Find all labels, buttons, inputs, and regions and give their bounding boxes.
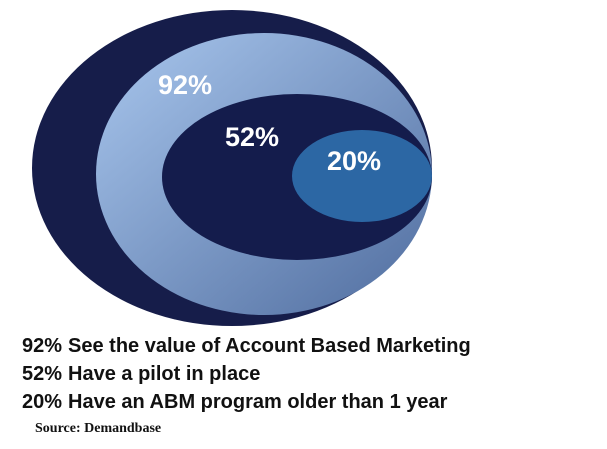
- legend-value: 20%: [22, 391, 62, 413]
- value-label: 52%: [225, 122, 279, 152]
- legend-text: Have an ABM program older than 1 year: [68, 391, 448, 413]
- legend-line: 52% Have a pilot in place: [22, 363, 260, 385]
- value-label: 92%: [158, 70, 212, 100]
- source: Source: Demandbase: [35, 421, 161, 436]
- legend-line: 20% Have an ABM program older than 1 year: [22, 391, 448, 413]
- ellipse: [292, 130, 432, 222]
- legend-line: 92% See the value of Account Based Market…: [22, 335, 471, 357]
- legend-text: Have a pilot in place: [68, 363, 260, 385]
- legend-value: 92%: [22, 335, 62, 357]
- legend-text: See the value of Account Based Marketing: [68, 335, 471, 357]
- value-label: 20%: [327, 146, 381, 176]
- legend-value: 52%: [22, 363, 62, 385]
